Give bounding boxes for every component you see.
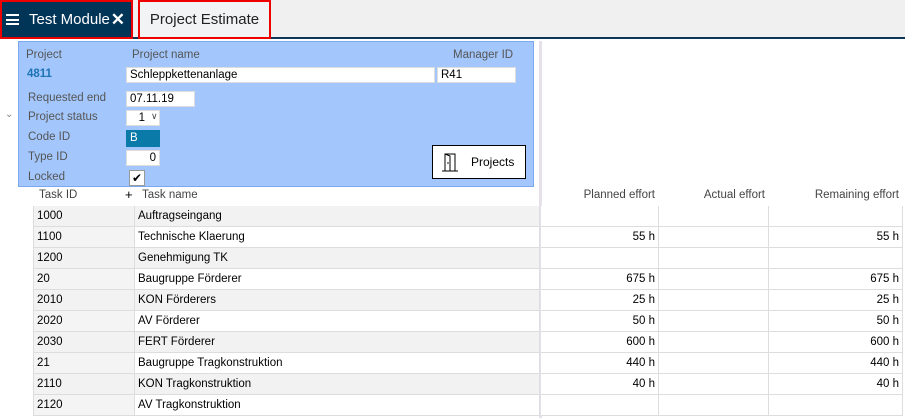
project-form-panel: Project 4811 Project name Schleppkettena… bbox=[18, 41, 534, 187]
cell-remaining-effort bbox=[769, 248, 903, 269]
cell-task-id: 2010 bbox=[33, 290, 135, 311]
code-id-label: Code ID bbox=[28, 131, 71, 143]
cell-actual-effort bbox=[659, 269, 769, 290]
requested-end-label: Requested end bbox=[28, 92, 107, 104]
cell-task-name: Genehmigung TK bbox=[135, 248, 540, 269]
projects-button[interactable]: Projects bbox=[432, 145, 526, 179]
cell-task-name: FERT Förderer bbox=[135, 332, 540, 353]
cell-task-name: Auftragseingang bbox=[135, 206, 540, 227]
cell-task-name: KON Tragkonstruktion bbox=[135, 374, 540, 395]
cell-planned-effort bbox=[541, 395, 659, 416]
cell-remaining-effort: 675 h bbox=[769, 269, 903, 290]
cell-remaining-effort: 25 h bbox=[769, 290, 903, 311]
table-row[interactable]: 2010 KON Förderers 25 h 25 h bbox=[33, 290, 903, 311]
locked-checkbox[interactable]: ✔ bbox=[129, 170, 145, 186]
cell-actual-effort bbox=[659, 227, 769, 248]
project-name-label: Project name bbox=[132, 49, 200, 61]
cell-task-name: AV Förderer bbox=[135, 311, 540, 332]
add-icon[interactable]: + bbox=[125, 187, 133, 202]
header-task-id[interactable]: Task ID bbox=[39, 189, 78, 201]
cell-task-id: 1100 bbox=[33, 227, 135, 248]
tab-label: Test Module bbox=[29, 11, 110, 28]
project-status-select[interactable]: 1 bbox=[126, 110, 160, 126]
cell-planned-effort: 675 h bbox=[541, 269, 659, 290]
cell-planned-effort: 25 h bbox=[541, 290, 659, 311]
door-icon bbox=[442, 153, 458, 172]
cell-task-id: 1000 bbox=[33, 206, 135, 227]
cell-planned-effort bbox=[541, 206, 659, 227]
cell-planned-effort: 440 h bbox=[541, 353, 659, 374]
project-label: Project bbox=[26, 49, 62, 61]
cell-planned-effort: 600 h bbox=[541, 332, 659, 353]
project-value: 4811 bbox=[27, 68, 52, 80]
dropdown-chevron-icon[interactable]: ∨ bbox=[151, 111, 158, 121]
header-remaining-effort[interactable]: Remaining effort bbox=[814, 189, 899, 201]
cell-task-id: 20 bbox=[33, 269, 135, 290]
table-row[interactable]: 2120 AV Tragkonstruktion bbox=[33, 395, 903, 416]
cell-remaining-effort: 50 h bbox=[769, 311, 903, 332]
header-planned-effort[interactable]: Planned effort bbox=[583, 189, 655, 201]
table-row[interactable]: 2110 KON Tragkonstruktion 40 h 40 h bbox=[33, 374, 903, 395]
tab-bar bbox=[0, 0, 905, 37]
cell-planned-effort: 55 h bbox=[541, 227, 659, 248]
cell-actual-effort bbox=[659, 311, 769, 332]
cell-task-name: KON Förderers bbox=[135, 290, 540, 311]
collapse-chevron-icon[interactable]: ⌄ bbox=[5, 109, 14, 120]
table-row[interactable]: 2020 AV Förderer 50 h 50 h bbox=[33, 311, 903, 332]
table-row[interactable]: 1100 Technische Klaerung 55 h 55 h bbox=[33, 227, 903, 248]
project-status-label: Project status bbox=[28, 111, 98, 123]
cell-task-id: 21 bbox=[33, 353, 135, 374]
requested-end-input[interactable]: 07.11.19 bbox=[126, 91, 195, 107]
header-task-name[interactable]: Task name bbox=[142, 189, 198, 201]
type-id-label: Type ID bbox=[28, 151, 68, 163]
close-icon[interactable]: ✕ bbox=[110, 9, 125, 29]
cell-planned-effort: 50 h bbox=[541, 311, 659, 332]
manager-id-label: Manager ID bbox=[453, 49, 514, 61]
cell-task-name: Baugruppe Tragkonstruktion bbox=[135, 353, 540, 374]
cell-task-id: 2110 bbox=[33, 374, 135, 395]
cell-task-id: 1200 bbox=[33, 248, 135, 269]
table-row[interactable]: 1200 Genehmigung TK bbox=[33, 248, 903, 269]
table-row[interactable]: 21 Baugruppe Tragkonstruktion 440 h 440 h bbox=[33, 353, 903, 374]
cell-remaining-effort: 440 h bbox=[769, 353, 903, 374]
project-name-input[interactable]: Schleppkettenanlage bbox=[126, 67, 435, 83]
cell-task-name: Technische Klaerung bbox=[135, 227, 540, 248]
cell-task-id: 2120 bbox=[33, 395, 135, 416]
locked-label: Locked bbox=[28, 171, 66, 183]
tab-bar-underline bbox=[0, 37, 905, 39]
cell-actual-effort bbox=[659, 395, 769, 416]
cell-actual-effort bbox=[659, 374, 769, 395]
cell-remaining-effort bbox=[769, 395, 903, 416]
cell-actual-effort bbox=[659, 290, 769, 311]
table-row[interactable]: 2030 FERT Förderer 600 h 600 h bbox=[33, 332, 903, 353]
table-row[interactable]: 20 Baugruppe Förderer 675 h 675 h bbox=[33, 269, 903, 290]
cell-task-id: 2030 bbox=[33, 332, 135, 353]
cell-remaining-effort: 600 h bbox=[769, 332, 903, 353]
cell-actual-effort bbox=[659, 248, 769, 269]
table-row[interactable]: 1000 Auftragseingang bbox=[33, 206, 903, 227]
cell-planned-effort: 40 h bbox=[541, 374, 659, 395]
tab-project-estimate[interactable]: Project Estimate bbox=[138, 0, 271, 39]
cell-task-name: AV Tragkonstruktion bbox=[135, 395, 540, 416]
splitter[interactable] bbox=[539, 41, 542, 418]
header-actual-effort[interactable]: Actual effort bbox=[703, 189, 765, 201]
hamburger-menu-icon[interactable] bbox=[6, 14, 19, 25]
cell-actual-effort bbox=[659, 332, 769, 353]
code-id-input[interactable]: B bbox=[126, 130, 160, 147]
projects-button-label: Projects bbox=[471, 155, 515, 169]
cell-task-id: 2020 bbox=[33, 311, 135, 332]
cell-planned-effort bbox=[541, 248, 659, 269]
cell-task-name: Baugruppe Förderer bbox=[135, 269, 540, 290]
cell-remaining-effort: 40 h bbox=[769, 374, 903, 395]
cell-remaining-effort: 55 h bbox=[769, 227, 903, 248]
tab-test-module[interactable]: Test Module ✕ bbox=[0, 0, 133, 39]
manager-id-input[interactable]: R41 bbox=[437, 67, 516, 83]
cell-remaining-effort bbox=[769, 206, 903, 227]
type-id-input[interactable]: 0 bbox=[126, 150, 160, 166]
cell-actual-effort bbox=[659, 206, 769, 227]
cell-actual-effort bbox=[659, 353, 769, 374]
